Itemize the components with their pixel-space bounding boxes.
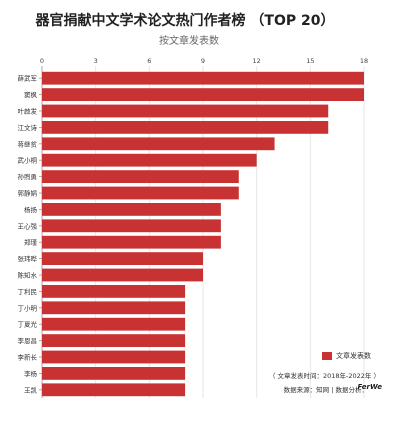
y-category-label: 薛武军 [18, 74, 38, 83]
bar [42, 367, 186, 380]
x-tick-label: 0 [40, 57, 44, 65]
x-tick-label: 9 [201, 57, 205, 65]
bar [42, 334, 186, 347]
y-category-label: 孙煦勇 [18, 172, 38, 181]
y-category-label: 窦枫 [24, 90, 38, 99]
brand-logo: FerWe [357, 383, 382, 391]
bar [42, 137, 275, 151]
y-category-label: 李恩昌 [18, 336, 38, 345]
bar [42, 268, 203, 282]
x-tick-label: 3 [94, 57, 98, 65]
x-tick-label: 15 [306, 57, 314, 65]
bar [42, 170, 239, 183]
y-category-label: 叶啟发 [18, 107, 38, 116]
bar [42, 186, 239, 200]
time-range-note: （ 文章发表时间：2018年-2022年 ） [268, 372, 380, 380]
bar [42, 317, 186, 331]
y-category-label: 王凯 [24, 386, 38, 394]
y-category-label: 陈知水 [18, 271, 38, 280]
legend-swatch [322, 352, 332, 360]
bar [42, 153, 257, 167]
bar [42, 285, 186, 298]
y-category-label: 李新长 [18, 353, 38, 362]
y-category-label: 郑瑾 [24, 238, 38, 247]
legend: 文章发表数 [322, 351, 371, 361]
y-category-label: 丁利民 [18, 287, 38, 296]
y-category-label: 江文诗 [18, 123, 38, 132]
x-tick-label: 12 [253, 57, 261, 65]
bar [42, 104, 329, 118]
x-tick-label: 6 [147, 57, 151, 65]
bar [42, 71, 364, 85]
bar [42, 383, 186, 397]
y-category-label: 丁夏光 [18, 320, 38, 329]
bar [42, 121, 329, 134]
y-category-label: 蒋继贫 [18, 139, 38, 148]
bar [42, 252, 203, 265]
y-category-label: 李杨 [24, 369, 38, 378]
legend-label: 文章发表数 [336, 352, 371, 360]
bar [42, 203, 221, 216]
y-category-label: 张玮晔 [18, 254, 38, 263]
x-tick-label: 18 [360, 57, 368, 65]
bar [42, 350, 186, 364]
chart-title: 器官捐献中文学术论文热门作者榜 （TOP 20） [35, 12, 335, 29]
bar [42, 301, 186, 315]
y-category-label: 王心强 [18, 222, 38, 230]
y-category-label: 杨扬 [24, 205, 38, 214]
chart-subtitle: 按文章发表数 [159, 34, 219, 47]
y-category-label: 郭静娟 [18, 189, 38, 198]
y-category-label: 丁小明 [18, 303, 38, 312]
source-note: 数据来源：知网 | 数据分析： [283, 386, 368, 394]
bar [42, 219, 221, 233]
y-category-label: 武小桐 [18, 156, 38, 165]
bar [42, 235, 221, 249]
bar [42, 88, 364, 101]
